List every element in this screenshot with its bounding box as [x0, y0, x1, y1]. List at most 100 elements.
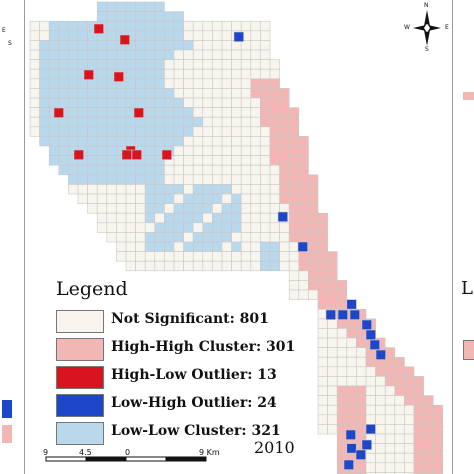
map-year: 2010	[254, 438, 295, 457]
grid-cell	[125, 78, 136, 89]
grid-cell	[423, 414, 434, 425]
grid-cell	[58, 20, 69, 32]
grid-cell	[68, 126, 79, 137]
grid-cell	[240, 203, 252, 214]
scale-bar	[45, 456, 207, 462]
outlier-cell	[345, 429, 356, 440]
grid-cell	[202, 49, 213, 60]
grid-cell	[250, 59, 261, 70]
grid-cell	[413, 376, 424, 387]
grid-cell	[413, 443, 424, 454]
grid-cell	[231, 241, 242, 252]
grid-cell	[202, 232, 213, 243]
grid-cell	[375, 385, 386, 396]
grid-cell	[336, 280, 348, 291]
grid-cell	[288, 155, 300, 166]
grid-cell	[365, 366, 376, 377]
grid-cell	[240, 155, 252, 166]
grid-cell	[58, 59, 69, 70]
grid-cell	[375, 443, 386, 454]
grid-cell	[135, 260, 146, 272]
grid-cell	[192, 222, 204, 233]
outlier-cell	[83, 69, 94, 80]
grid-cell	[221, 68, 232, 80]
grid-cell	[212, 174, 223, 185]
grid-cell	[212, 145, 223, 156]
left-adjacent-panel: E S	[0, 0, 25, 474]
grid-cell	[240, 78, 252, 89]
legend-swatch	[56, 422, 104, 445]
grid-cell	[298, 289, 309, 300]
grid-cell	[250, 241, 261, 252]
grid-cell	[39, 97, 50, 108]
grid-cell	[144, 20, 156, 32]
grid-cell	[212, 97, 223, 108]
grid-cell	[106, 184, 117, 195]
grid-cell	[116, 11, 127, 22]
grid-cell	[116, 164, 127, 176]
grid-cell	[269, 136, 280, 147]
grid-cell	[116, 184, 127, 195]
grid-cell	[394, 366, 405, 377]
grid-cell	[87, 174, 98, 185]
outlier-cell	[365, 329, 376, 340]
grid-cell	[125, 20, 136, 32]
grid-cell	[39, 136, 50, 147]
grid-cell	[173, 88, 184, 99]
grid-cell	[106, 116, 117, 128]
grid-cell	[164, 164, 175, 176]
grid-cell	[279, 260, 290, 272]
grid-cell	[135, 164, 146, 176]
grid-cell	[144, 136, 156, 147]
grid-cell	[365, 395, 376, 406]
grid-cell	[404, 433, 415, 444]
grid-cell	[212, 212, 223, 224]
grid-cell	[173, 164, 184, 176]
grid-cell	[183, 251, 194, 262]
grid-cell	[96, 78, 108, 89]
grid-cell	[77, 126, 88, 137]
grid-cell	[192, 184, 204, 195]
grid-cell	[212, 78, 223, 89]
grid-cell	[260, 174, 271, 185]
grid-cell	[231, 203, 242, 214]
grid-cell	[404, 424, 415, 435]
grid-cell	[192, 116, 204, 128]
grid-cell	[173, 251, 184, 262]
grid-cell	[288, 222, 300, 233]
grid-cell	[356, 404, 367, 416]
grid-cell	[202, 145, 213, 156]
grid-cell	[144, 88, 156, 99]
grid-cell	[260, 116, 271, 128]
grid-cell	[154, 116, 165, 128]
grid-cell	[96, 40, 108, 51]
grid-cell	[240, 260, 252, 272]
grid-cell	[87, 145, 98, 156]
grid-cell	[394, 404, 405, 416]
grid-cell	[144, 40, 156, 51]
grid-cell	[240, 222, 252, 233]
grid-cell	[327, 318, 338, 329]
grid-cell	[394, 385, 405, 396]
grid-cell	[202, 155, 213, 166]
grid-cell	[240, 251, 252, 262]
grid-cell	[173, 68, 184, 80]
grid-cell	[164, 88, 175, 99]
grid-cell	[260, 241, 271, 252]
grid-cell	[96, 164, 108, 176]
grid-cell	[212, 164, 223, 176]
grid-cell	[183, 30, 194, 41]
grid-cell	[269, 232, 280, 243]
grid-cell	[269, 260, 280, 272]
grid-cell	[384, 472, 396, 474]
grid-cell	[212, 184, 223, 195]
grid-cell	[375, 366, 386, 377]
grid-cell	[154, 68, 165, 80]
grid-cell	[250, 78, 261, 89]
grid-cell	[87, 164, 98, 176]
grid-cell	[250, 164, 261, 176]
grid-cell	[164, 222, 175, 233]
grid-cell	[346, 385, 357, 396]
grid-cell	[77, 193, 88, 204]
left-compass-letter-e: E	[2, 27, 6, 34]
